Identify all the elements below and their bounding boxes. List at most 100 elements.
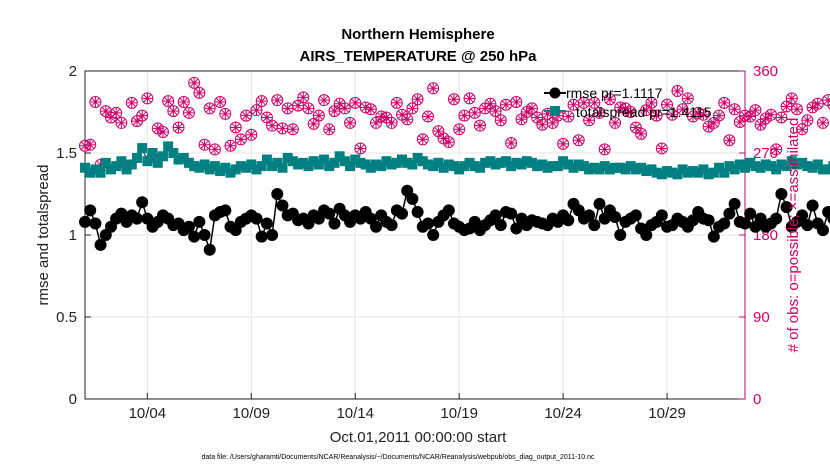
obs-assimilated-marker (765, 109, 776, 120)
obs-possible-marker (676, 103, 689, 116)
totalspread-point (131, 152, 142, 163)
obs-assimilated-marker (397, 109, 408, 120)
obs-assimilated-marker (391, 97, 402, 108)
obs-possible-marker (505, 136, 518, 149)
obs-possible-marker (666, 108, 679, 121)
obs-assimilated-marker (532, 112, 543, 123)
rmse-point (822, 206, 830, 219)
totalspread-point (371, 159, 382, 170)
obs-assimilated-marker (100, 106, 111, 117)
rmse-point (260, 217, 273, 230)
obs-possible-marker (655, 142, 668, 155)
totalspread-point (604, 164, 615, 175)
totalspread-point (745, 157, 756, 168)
obs-assimilated-marker (422, 111, 433, 122)
totalspread-point (225, 167, 236, 178)
rmse-point (780, 201, 793, 214)
totalspread-point (708, 167, 719, 178)
obs-possible-marker (447, 93, 460, 106)
obs-assimilated-marker (734, 117, 745, 128)
chart-subtitle: AIRS_TEMPERATURE @ 250 hPa (300, 48, 538, 65)
obs-assimilated-marker (204, 103, 215, 114)
obs-assimilated-marker (563, 111, 574, 122)
obs-possible-marker (723, 134, 736, 147)
obs-assimilated-marker (433, 126, 444, 137)
totalspread-point (500, 156, 511, 167)
obs-assimilated-marker (412, 94, 423, 105)
x-tick-label: 10/09 (233, 405, 271, 422)
x-tick-label: 10/29 (648, 405, 686, 422)
obs-possible-marker (583, 114, 596, 127)
legend-totalspread-label: totalspread pr=1.4115 (576, 104, 712, 120)
totalspread-point (542, 162, 553, 173)
totalspread-point (823, 164, 830, 175)
rmse-point (271, 188, 284, 200)
obs-possible-marker (749, 104, 762, 117)
rmse-series (79, 184, 830, 256)
totalspread-point (80, 162, 90, 173)
obs-assimilated-marker (677, 104, 688, 115)
obs-assimilated-marker (667, 109, 678, 120)
totalspread-point (157, 151, 168, 162)
totalspread-point (339, 156, 350, 167)
totalspread-point (698, 164, 709, 175)
obs-assimilated-marker (474, 120, 485, 131)
totalspread-point (209, 161, 220, 172)
obs-assimilated-marker (646, 97, 657, 108)
obs-possible-marker (89, 95, 102, 108)
obs-assimilated-marker (568, 99, 579, 110)
totalspread-series (80, 141, 830, 180)
obs-assimilated-marker (345, 117, 356, 128)
obs-assimilated-marker (365, 104, 376, 115)
obs-assimilated-marker (688, 111, 699, 122)
totalspread-point (693, 167, 704, 178)
obs-possible-marker (312, 109, 325, 122)
obs-assimilated-marker (152, 123, 163, 134)
rmse-point (806, 199, 819, 212)
rmse-point (489, 209, 502, 222)
y-right-tick-label: 90 (753, 309, 770, 326)
obs-possible-marker (650, 109, 663, 122)
obs-assimilated-marker (386, 117, 397, 128)
totalspread-point (584, 164, 595, 175)
totalspread-point (287, 156, 298, 167)
obs-possible-marker (219, 107, 232, 120)
obs-series (79, 76, 830, 172)
obs-assimilated-marker (241, 110, 252, 121)
obs-possible-marker (635, 127, 648, 140)
totalspread-point (376, 161, 387, 172)
obs-possible-marker (271, 94, 284, 107)
obs-assimilated-marker (459, 110, 470, 121)
rmse-point (385, 219, 398, 232)
totalspread-point (568, 162, 579, 173)
obs-assimilated-marker (672, 86, 683, 97)
obs-possible-marker (494, 114, 507, 127)
totalspread-point (750, 161, 761, 172)
totalspread-point (438, 162, 449, 173)
obs-assimilated-marker (594, 107, 605, 118)
totalspread-point (350, 154, 361, 165)
obs-possible-marker (790, 103, 803, 116)
rmse-point (198, 229, 211, 241)
obs-assimilated-marker (443, 137, 454, 148)
y-right-tick-label: 360 (753, 63, 778, 80)
rmse-point (406, 192, 419, 205)
rmse-point (370, 220, 383, 233)
totalspread-point (90, 164, 101, 175)
rmse-point (188, 230, 201, 243)
obs-assimilated-marker (817, 117, 828, 128)
obs-assimilated-marker (729, 104, 740, 115)
obs-assimilated-marker (776, 112, 787, 123)
totalspread-point (313, 159, 324, 170)
obs-assimilated-marker (111, 107, 122, 118)
obs-assimilated-marker (802, 115, 813, 126)
obs-assimilated-marker (610, 117, 621, 128)
rmse-point (421, 217, 434, 230)
rmse-point (442, 204, 455, 217)
obs-assimilated-marker (620, 103, 631, 114)
obs-assimilated-marker (381, 112, 392, 123)
totalspread-point (360, 159, 371, 170)
obs-possible-marker (245, 128, 258, 141)
obs-possible-marker (609, 116, 622, 129)
obs-assimilated-marker (360, 102, 371, 113)
